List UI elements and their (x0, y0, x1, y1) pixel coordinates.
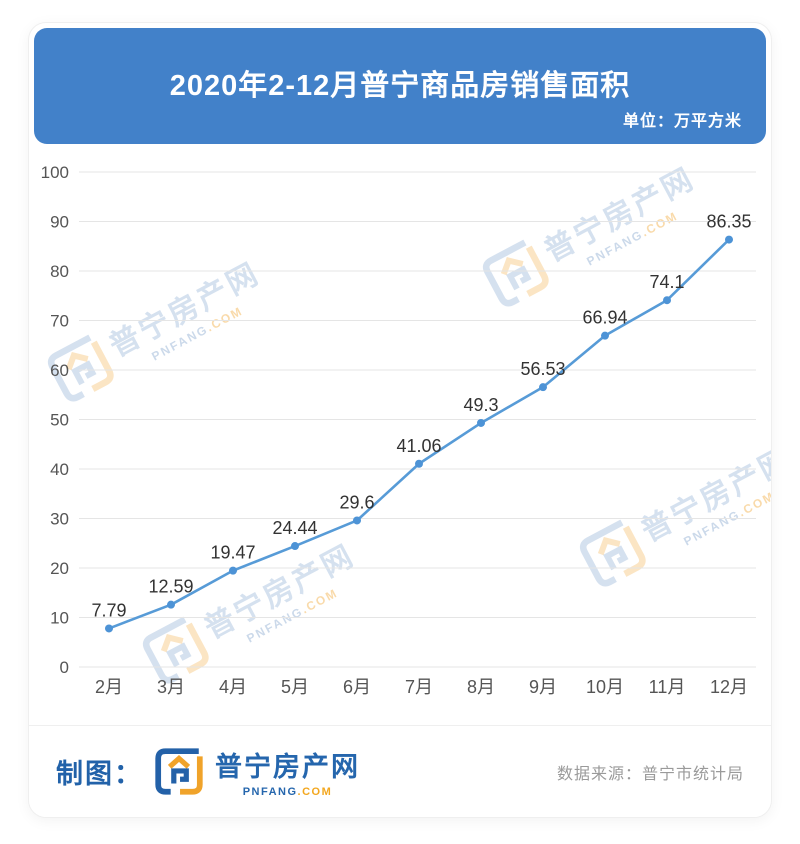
x-tick-label: 2月 (95, 677, 123, 697)
y-tick-label: 90 (50, 213, 69, 232)
y-tick-label: 100 (41, 163, 69, 182)
data-label: 19.47 (210, 543, 255, 563)
data-label: 49.3 (463, 395, 498, 415)
data-point (353, 516, 361, 525)
data-point (539, 383, 547, 392)
x-tick-label: 8月 (467, 677, 495, 697)
data-point (477, 418, 485, 427)
data-label: 41.06 (396, 436, 441, 456)
brand-domain: PNFANG.COM (242, 786, 333, 798)
x-tick-label: 6月 (343, 677, 371, 697)
y-tick-label: 30 (50, 510, 69, 529)
data-label: 74.1 (649, 272, 684, 292)
y-tick-label: 50 (50, 411, 69, 430)
brand-name: 普宁房产网 (215, 752, 360, 782)
data-point (105, 624, 113, 633)
unit-label: 单位：万平方米 (622, 113, 742, 130)
x-tick-label: 12月 (710, 677, 748, 697)
data-point (291, 542, 299, 551)
x-tick-label: 9月 (529, 677, 557, 697)
data-point (229, 566, 237, 575)
y-tick-label: 70 (50, 312, 69, 331)
data-point (663, 296, 671, 305)
data-label: 24.44 (272, 518, 317, 538)
data-point (601, 331, 609, 340)
y-tick-label: 10 (50, 609, 69, 628)
watermark: 普宁房产网 PNFANG.COM (135, 530, 368, 692)
data-label: 12.59 (148, 577, 193, 597)
data-label: 7.79 (91, 600, 126, 620)
x-tick-label: 10月 (586, 677, 624, 697)
y-tick-label: 80 (50, 262, 69, 281)
y-tick-label: 40 (50, 460, 69, 479)
data-point (167, 600, 175, 609)
pnfang-logo-icon (155, 747, 203, 795)
chart-card: 2020年2-12月普宁商品房销售面积 单位：万平方米 普宁房产网 PNFANG… (28, 22, 772, 818)
watermark: 普宁房产网 PNFANG.COM (572, 433, 771, 595)
y-tick-label: 20 (50, 559, 69, 578)
data-point (415, 459, 423, 468)
x-tick-label: 11月 (649, 677, 686, 697)
data-source: 数据来源：普宁市统计局 (556, 765, 744, 783)
x-tick-label: 4月 (219, 677, 247, 697)
y-tick-label: 0 (60, 658, 69, 677)
watermark: 普宁房产网 PNFANG.COM (40, 248, 273, 410)
data-label: 66.94 (582, 308, 627, 328)
data-point (725, 235, 733, 244)
watermark: 普宁房产网 PNFANG.COM (475, 153, 708, 315)
x-tick-label: 7月 (405, 677, 433, 697)
pnfang-logo-watermark-icon (142, 616, 209, 684)
data-label: 29.6 (339, 492, 374, 512)
credit-label: 制图： (56, 759, 143, 789)
x-tick-label: 5月 (281, 677, 309, 697)
footer: 制图： 普宁房产网 PNFANG.COM 数据来源：普宁市统计局 (29, 725, 771, 817)
page-title: 2020年2-12月普宁商品房销售面积 (169, 70, 631, 102)
data-label: 86.35 (706, 212, 751, 232)
data-label: 56.53 (520, 359, 565, 379)
chart-header: 2020年2-12月普宁商品房销售面积 单位：万平方米 (34, 28, 766, 144)
